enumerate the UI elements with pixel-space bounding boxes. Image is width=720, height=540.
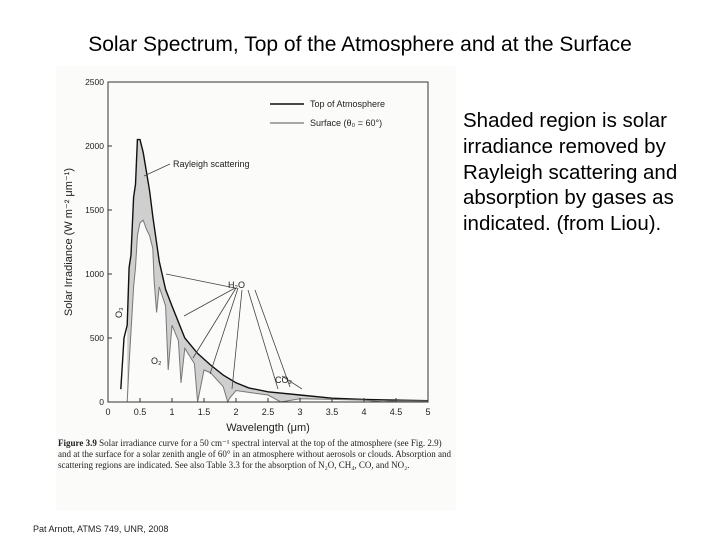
annotation-h2o: H₂O [228,280,245,290]
annotation-rayleigh: Rayleigh scattering [173,159,250,169]
figure: 0 0.5 1 1.5 2 2.5 3 3.5 4 4.5 5 0 500 1000 1500 2000 250… [56,66,456,511]
x-tick-label: 0 [105,407,110,417]
x-tick-label: 4.5 [390,407,403,417]
footer-credit: Pat Arnott, ATMS 749, UNR, 2008 [33,524,169,534]
y-tick-label: 2000 [85,141,104,151]
y-tick-label: 500 [90,333,104,343]
annotation-o2: O₂ [151,356,162,366]
x-tick-label: 0.5 [134,407,147,417]
solar-spectrum-chart: 0 0.5 1 1.5 2 2.5 3 3.5 4 4.5 5 0 500 1000 1500 2000 250… [63,77,431,434]
caption-text: Solar irradiance curve for a 50 cm⁻¹ spe… [58,438,451,470]
x-tick-label: 2.5 [262,407,275,417]
annotation-co2: CO₂ [275,375,293,385]
annotation-leaders [143,163,303,390]
x-axis-label: Wavelength (μm) [226,422,310,434]
x-tick-label: 2 [233,407,238,417]
x-tick-label: 1 [169,407,174,417]
x-tick-label: 3 [297,407,302,417]
x-tick-label: 4 [361,407,366,417]
x-tick-label: 1.5 [198,407,211,417]
x-tick-label: 3.5 [326,407,339,417]
shaded-absorption-region [127,139,428,402]
side-description: Shaded region is solar irradiance remove… [463,109,678,236]
y-axis-label: Solar Irradiance (W m⁻² μm⁻¹) [63,168,75,316]
y-tick-label: 1000 [85,269,104,279]
annotation-o3: O₃ [114,307,124,318]
x-tick-label: 5 [425,407,430,417]
figure-caption: Figure 3.9 Solar irradiance curve for a … [58,438,453,471]
caption-label: Figure 3.9 [58,438,97,448]
legend-label-top-of-atmosphere: Top of Atmosphere [310,99,385,109]
series-line-top-of-atmosphere [120,138,429,402]
y-tick-label: 2500 [85,77,104,87]
legend-label-surface: Surface (θ₀ = 60°) [310,118,382,128]
y-tick-label: 1500 [85,205,104,215]
slide-title: Solar Spectrum, Top of the Atmosphere an… [88,33,632,56]
y-tick-label: 0 [99,397,104,407]
legend: Top of Atmosphere Surface (θ₀ = 60°) [270,99,385,128]
